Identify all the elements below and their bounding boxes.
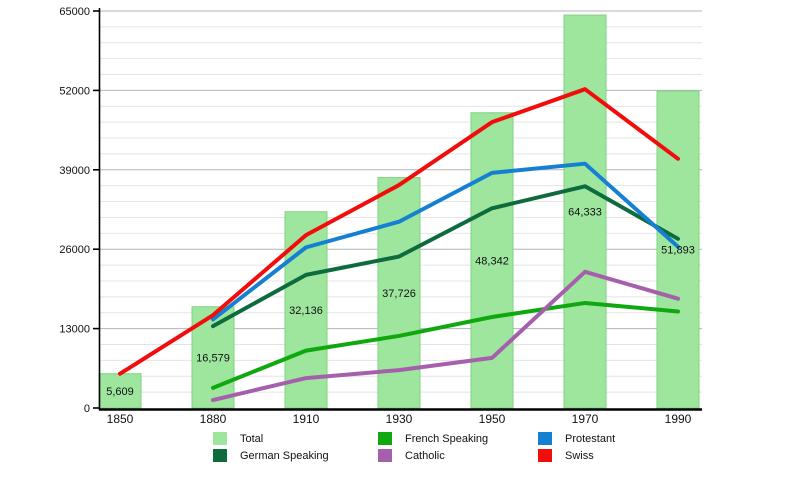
y-tick-label: 52000 — [59, 85, 90, 97]
x-tick-label: 1880 — [200, 412, 227, 426]
legend-label: French Speaking — [405, 432, 489, 445]
x-tick-label: 1950 — [479, 412, 506, 426]
total-bar — [563, 14, 607, 409]
bar-value-label: 48,342 — [475, 255, 509, 267]
total-bar — [656, 90, 700, 409]
series-line-protestant — [211, 161, 680, 322]
y-tick-label: 39000 — [59, 165, 90, 177]
series-line-french-speaking — [211, 300, 680, 390]
legend-swatch — [213, 432, 227, 445]
legend-label: Total — [240, 432, 264, 445]
legend-swatch — [378, 432, 392, 445]
series-line-swiss — [118, 87, 680, 376]
bar-value-label: 5,609 — [106, 386, 134, 398]
legend-swatch — [538, 432, 552, 445]
bar-value-label: 32,136 — [289, 305, 323, 317]
series-line-catholic — [211, 269, 680, 403]
bar-value-label: 16,579 — [196, 352, 230, 364]
legend-item-protestant: Protestant — [538, 431, 615, 446]
x-tick-label: 1970 — [572, 412, 599, 426]
legend-item-swiss: Swiss — [538, 448, 615, 463]
x-tick-label: 1990 — [665, 412, 692, 426]
y-tick-label: 65000 — [59, 6, 90, 18]
legend-label: Protestant — [565, 432, 616, 445]
chart-legend: Total French Speaking Protestant German Spe… — [213, 431, 615, 463]
y-tick-label: 0 — [84, 403, 90, 415]
legend-item-catholic: Catholic — [378, 448, 538, 463]
legend-item-french-speaking: French Speaking — [378, 431, 538, 446]
x-tick-label: 1930 — [386, 412, 413, 426]
legend-label: Catholic — [405, 449, 445, 462]
legend-item-total: Total — [213, 431, 378, 446]
x-tick-label: 1910 — [293, 412, 320, 426]
legend-swatch — [538, 449, 552, 462]
x-tick-label: 1850 — [107, 412, 134, 426]
y-tick-label: 26000 — [59, 244, 90, 256]
y-tick-label: 13000 — [59, 324, 90, 336]
legend-swatch — [378, 449, 392, 462]
bar-value-label: 51,893 — [661, 245, 695, 257]
bar-value-label: 37,726 — [382, 288, 416, 300]
series-line-german-speaking — [211, 184, 680, 329]
bar-value-label: 64,333 — [568, 207, 602, 219]
legend-swatch — [213, 449, 227, 462]
legend-label: Swiss — [565, 449, 594, 462]
legend-label: German Speaking — [240, 449, 329, 462]
legend-item-german-speaking: German Speaking — [213, 448, 378, 463]
